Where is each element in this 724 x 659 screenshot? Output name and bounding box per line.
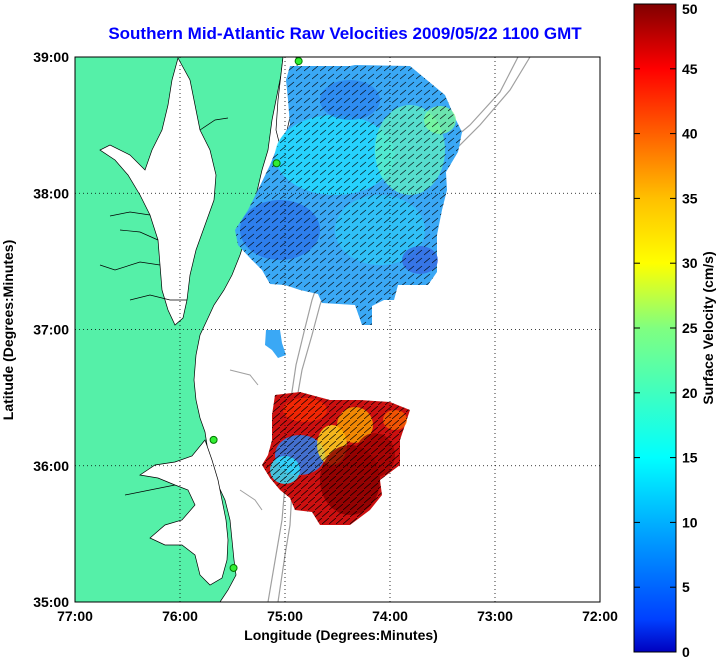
colorbar-tick-label: 20	[682, 385, 698, 401]
station-markers	[209, 57, 303, 572]
velocity-patch	[265, 330, 286, 358]
x-tick-label: 77:00	[57, 608, 93, 624]
colorbar	[633, 3, 677, 653]
x-tick-label: 75:00	[267, 608, 303, 624]
grid	[75, 57, 600, 602]
y-tick-label: 39:00	[33, 49, 69, 65]
colorbar-tick-label: 10	[682, 514, 698, 530]
station-marker	[272, 159, 281, 168]
x-axis-label: Longitude (Degrees:Minutes)	[244, 627, 438, 643]
plot-frame	[74, 56, 601, 603]
colorbar-tick-label: 0	[682, 644, 690, 659]
river	[99, 117, 229, 496]
sound	[139, 439, 229, 586]
bay	[99, 57, 217, 326]
x-tick-label: 72:00	[582, 608, 618, 624]
y-tick-label: 35:00	[33, 594, 69, 610]
colorbar-tick-label: 35	[682, 190, 698, 206]
x-tick-label: 74:00	[372, 608, 408, 624]
velocity-field-north	[235, 65, 462, 325]
station-marker	[209, 435, 218, 444]
velocity-field-south	[262, 392, 410, 525]
colorbar-tick-labels: 0 5 10 15 20 25 30 35 40 45 50	[634, 1, 698, 659]
bathymetry-contour	[277, 57, 531, 602]
y-tick-label: 37:00	[33, 322, 69, 338]
station-marker	[229, 563, 238, 572]
x-tick-label: 73:00	[477, 608, 513, 624]
colorbar-tick-label: 40	[682, 126, 698, 142]
colorbar-tick-label: 5	[682, 579, 690, 595]
colorbar-tick-label: 30	[682, 255, 698, 271]
y-tick-label: 38:00	[33, 185, 69, 201]
plot-area	[75, 57, 600, 602]
y-tick-label: 36:00	[33, 458, 69, 474]
colorbar-tick-label: 25	[682, 320, 698, 336]
x-tick-labels: 77:00 76:00 75:00 74:00 73:00 72:00	[57, 608, 618, 624]
colorbar-tick-label: 50	[682, 1, 698, 17]
bathymetry-contour	[229, 369, 263, 511]
y-axis-label: Latitude (Degrees:Minutes)	[0, 240, 16, 420]
colorbar-label: Surface Velocity (cm/s)	[700, 251, 716, 404]
y-tick-labels: 39:00 38:00 37:00 36:00 35:00	[33, 49, 69, 610]
chart-title: Southern Mid-Atlantic Raw Velocities 200…	[108, 24, 582, 43]
colorbar-tick-label: 45	[682, 61, 698, 77]
colorbar-tick-label: 15	[682, 450, 698, 466]
station-marker	[294, 57, 303, 66]
x-tick-label: 76:00	[162, 608, 198, 624]
